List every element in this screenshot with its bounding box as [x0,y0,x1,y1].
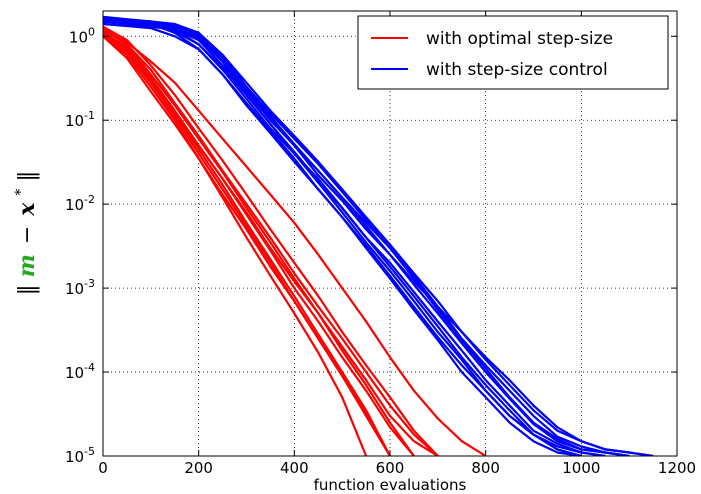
series-run-line [103,35,368,456]
y-tick-label: 10-4 [65,361,95,382]
series-optimal-step-size [103,25,487,456]
x-tick-labels: 0 200 400 600 800 1000 1200 [98,459,696,477]
y-axis-label: ‖ m − x * ‖ [6,171,40,296]
series-run-line [103,28,487,456]
x-axis-label: function evaluations [314,476,467,494]
series-run-line [103,31,415,456]
legend-box [357,15,669,90]
y-label-minus: − [15,226,40,244]
series-step-size-control [103,15,654,456]
x-tick-label: 200 [184,459,213,477]
x-tick-label: 1000 [562,459,600,477]
axis-ticks [102,11,678,457]
series-run-line [103,25,439,456]
series-run-line [103,20,582,456]
x-tick-label: 400 [280,459,309,477]
series-run-line [103,20,630,456]
plot-series [103,15,654,456]
y-label-norm-close: ‖ [15,171,40,182]
series-run-line [103,22,606,456]
legend: with optimal step-size with step-size co… [357,15,669,90]
x-tick-label: 1200 [658,459,696,477]
y-label-x: x [14,202,40,217]
series-run-line [103,27,439,456]
series-run-line [103,35,391,456]
y-label-m: m [14,254,40,277]
y-tick-labels: 100 10-1 10-2 10-3 10-4 10-5 [65,25,95,466]
y-tick-label: 10-2 [65,193,95,214]
y-label-star: * [13,189,29,196]
series-run-line [103,28,415,456]
y-tick-label: 10-1 [65,109,95,130]
y-tick-label: 10-5 [65,445,95,466]
y-label-norm-open: ‖ [15,284,40,295]
legend-label-optimal: with optimal step-size [426,29,613,49]
series-run-line [103,18,654,456]
x-tick-label: 800 [471,459,500,477]
series-run-line [103,19,630,456]
y-tick-label: 10-3 [65,277,95,298]
y-tick-label: 100 [69,25,95,46]
series-run-line [103,30,439,456]
x-tick-label: 600 [376,459,405,477]
x-tick-label: 0 [98,459,108,477]
legend-label-control: with step-size control [426,60,608,80]
